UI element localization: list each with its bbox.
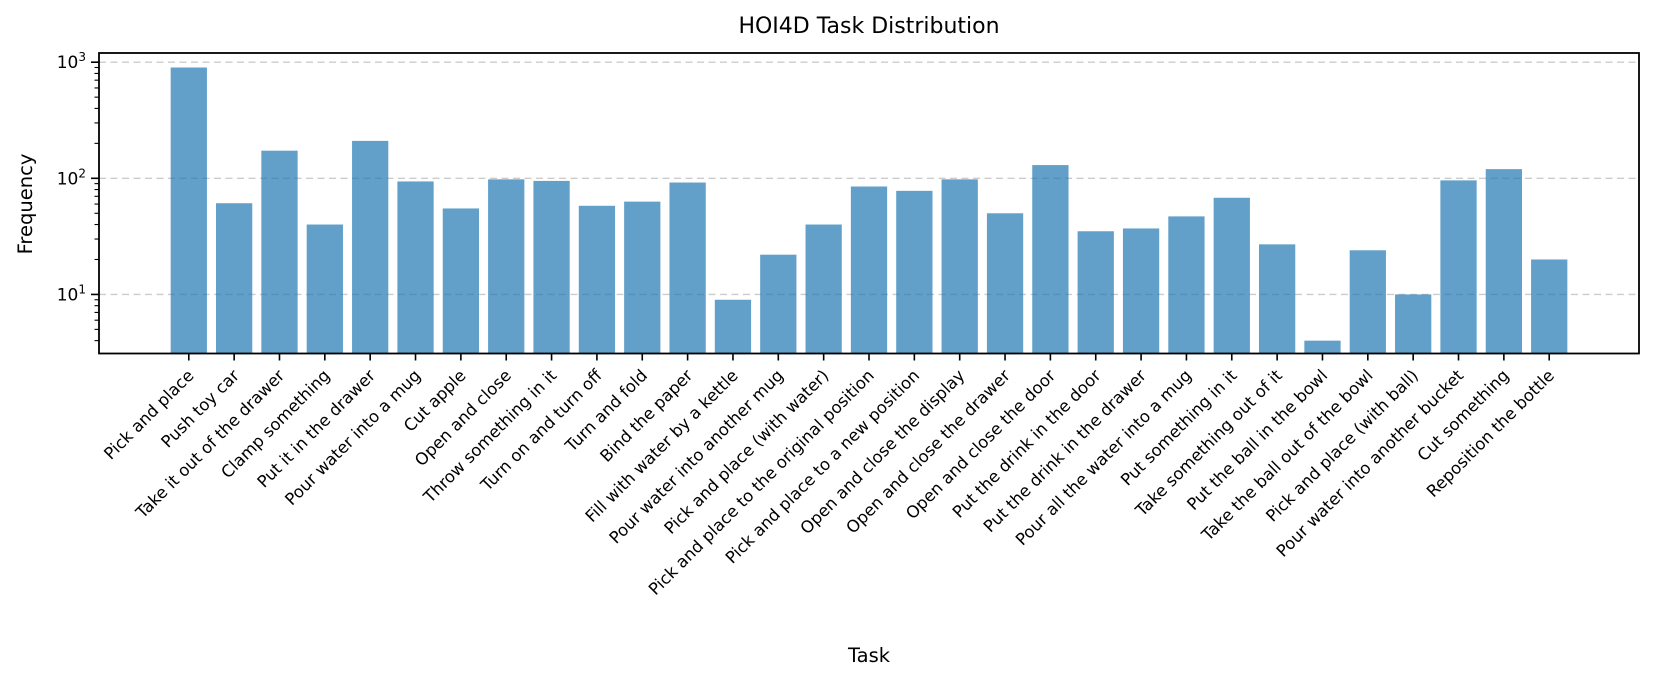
bar <box>1258 244 1296 354</box>
y-tick-labels-layer: 101 102 103 <box>57 50 86 305</box>
bar <box>1485 169 1523 354</box>
bar <box>533 180 570 354</box>
bar <box>1032 165 1069 354</box>
bar <box>1168 216 1205 354</box>
bars-layer <box>170 67 1568 354</box>
bar <box>805 224 842 354</box>
bar <box>1304 340 1341 354</box>
x-tick-label: Open and close the display <box>797 366 969 538</box>
bar <box>850 186 888 354</box>
bar <box>1077 231 1114 354</box>
y-tick-label: 101 <box>57 282 86 305</box>
bar <box>578 205 616 354</box>
bar <box>170 67 207 354</box>
bar <box>986 213 1024 354</box>
bar <box>1213 197 1250 354</box>
y-axis-label: Frequency <box>14 154 37 255</box>
x-axis-label: Task <box>847 644 891 667</box>
bar <box>714 299 752 354</box>
bar <box>896 190 933 354</box>
bar <box>306 224 343 354</box>
bar <box>397 181 434 354</box>
bar <box>624 201 661 354</box>
y-tick-label: 103 <box>57 50 86 73</box>
bar <box>1440 180 1477 354</box>
axes-layer <box>91 52 1640 361</box>
bar <box>261 150 298 354</box>
bar <box>442 208 480 354</box>
chart-title: HOI4D Task Distribution <box>738 14 999 39</box>
bar <box>1531 259 1568 354</box>
bar <box>215 203 253 354</box>
bar <box>1122 228 1160 354</box>
bar <box>941 179 978 354</box>
bar <box>488 179 525 354</box>
bar <box>1349 250 1386 354</box>
bar <box>1395 294 1432 354</box>
y-tick-label: 102 <box>57 166 86 189</box>
bar <box>760 254 797 354</box>
bar <box>669 182 706 354</box>
bar <box>352 140 389 354</box>
